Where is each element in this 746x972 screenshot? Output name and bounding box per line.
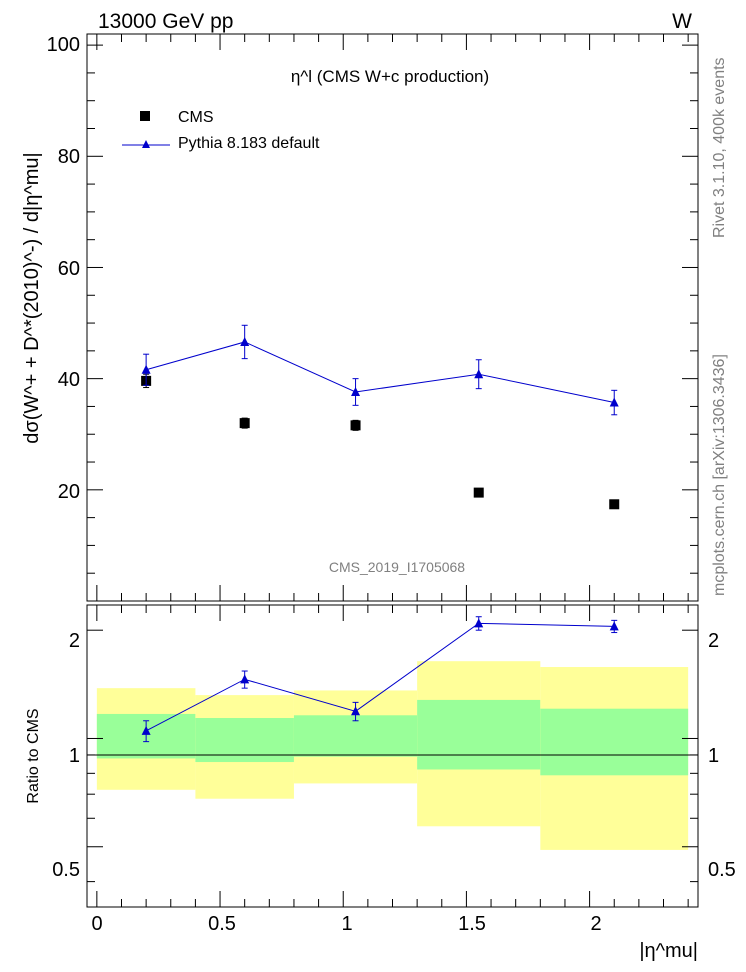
x-tick-label: 0 (91, 913, 102, 935)
ratio-point (240, 674, 250, 684)
pythia-point (474, 369, 484, 379)
ratio-tick-label-right: 2 (708, 630, 719, 652)
cms-point (350, 420, 361, 431)
axis-ticks (87, 34, 698, 907)
pythia-line (145, 341, 615, 404)
x-tick-label: 0.5 (208, 913, 236, 935)
ratio-band-inner (293, 715, 418, 757)
cms-point (609, 499, 620, 510)
y-tick-label: 20 (58, 481, 80, 503)
y-tick-label: 80 (58, 146, 80, 168)
ratio-tick-label: 2 (69, 630, 80, 652)
ratio-point (351, 706, 361, 716)
ratio-point (609, 621, 619, 631)
y-axis-label: dσ(W^+ + D^*(2010)^-) / d|η^mu| (21, 152, 43, 443)
ratio-axis-label: Ratio to CMS (25, 708, 42, 803)
ratio-tick-label: 1 (69, 745, 80, 767)
rivet-label: Rivet 3.1.10, 400k events (711, 57, 728, 238)
legend-pythia-marker (142, 140, 150, 148)
pythia-point (240, 336, 250, 346)
ratio-band-inner (540, 708, 689, 776)
pythia-point (141, 364, 151, 374)
process-label: W (672, 10, 692, 33)
analysis-label: CMS_2019_I1705068 (329, 559, 465, 575)
energy-label: 13000 GeV pp (98, 10, 233, 33)
ratio-tick-label: 0.5 (52, 859, 80, 881)
legend-pythia-label: Pythia 8.183 default (178, 135, 320, 152)
x-axis-label: |η^mu| (639, 940, 698, 962)
x-tick-label: 1.5 (458, 913, 486, 935)
y-tick-label: 40 (58, 369, 80, 391)
x-tick-label: 1 (341, 913, 352, 935)
ratio-tick-label-right: 1 (708, 745, 719, 767)
ratio-point (474, 618, 484, 628)
pythia-point (609, 397, 619, 407)
legend-cms-label: CMS (178, 109, 214, 126)
ratio-point (141, 725, 151, 735)
mcplots-label: mcplots.cern.ch [arXiv:1306.3436] (711, 354, 728, 596)
cms-point (473, 487, 484, 498)
plot-title: η^l (CMS W+c production) (291, 67, 489, 86)
x-tick-label: 2 (590, 913, 601, 935)
y-tick-label: 60 (58, 258, 80, 280)
ratio-tick-label-right: 0.5 (708, 859, 736, 881)
y-tick-label: 100 (47, 34, 80, 56)
ratio-bands (96, 661, 689, 850)
pythia-point (351, 386, 361, 396)
legend-cms-marker (140, 111, 150, 121)
cms-point (239, 418, 250, 429)
ratio-band-inner (417, 699, 541, 770)
data-marks (141, 324, 620, 743)
